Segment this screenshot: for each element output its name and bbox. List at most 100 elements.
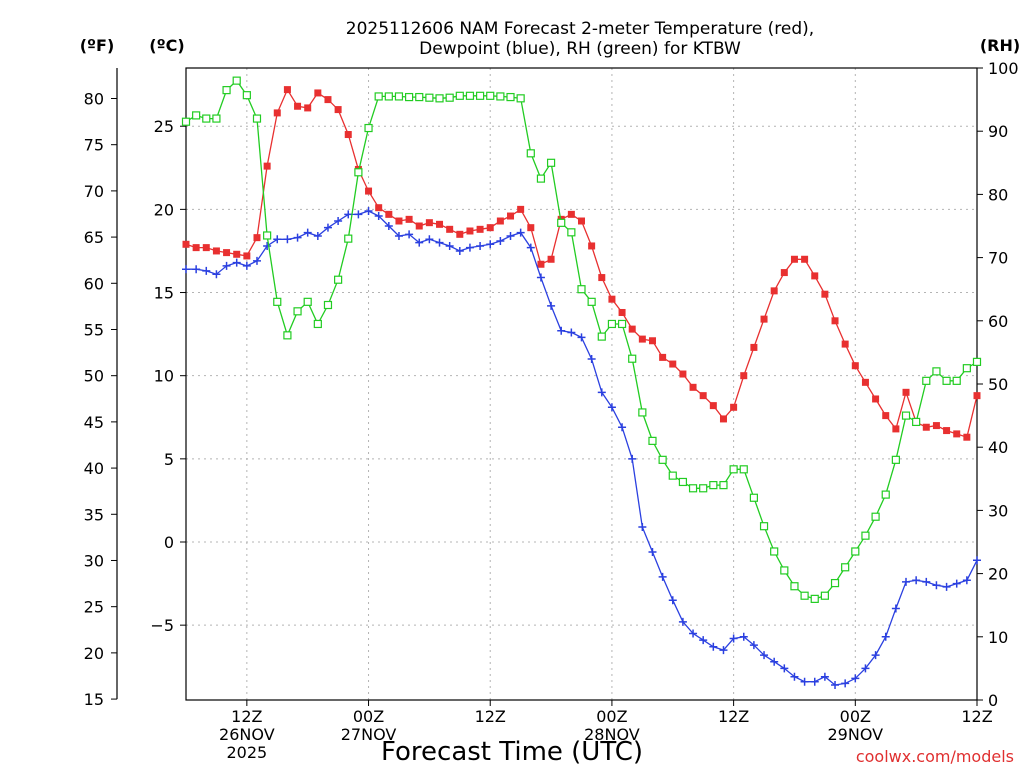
dewpoint-point <box>861 664 870 673</box>
rh-point <box>962 364 971 373</box>
rh-point <box>425 93 434 102</box>
rh-point <box>202 114 211 123</box>
rh-point <box>871 512 880 521</box>
temperature-point <box>699 392 707 400</box>
dewpoint-point <box>689 629 698 638</box>
rh-point <box>293 307 302 316</box>
temperature-point <box>669 360 677 368</box>
temperature-point <box>973 392 981 400</box>
temperature-point <box>730 403 738 411</box>
dewpoint-point <box>587 355 596 364</box>
dewpoint-point <box>668 596 677 605</box>
dewpoint-point <box>952 579 961 588</box>
temperature-point <box>405 215 413 223</box>
rh-unit-label: (RH) <box>980 36 1020 55</box>
dewpoint-point <box>851 674 860 683</box>
rh-tick-label: 30 <box>988 501 1008 520</box>
rh-tick-label: 20 <box>988 565 1008 584</box>
temperature-point <box>273 109 281 117</box>
rh-tick-label: 70 <box>988 249 1008 268</box>
credit-text: coolwx.com/models <box>856 747 1014 766</box>
series <box>181 76 982 690</box>
rh-point <box>364 123 373 133</box>
temperature-point <box>192 244 200 252</box>
temperature-point <box>476 225 484 233</box>
rh-point <box>830 578 840 588</box>
dewpoint-point <box>344 210 353 219</box>
plot-frame <box>185 67 978 701</box>
temperature-point <box>588 242 596 250</box>
dewpoint-point <box>628 454 637 463</box>
rh-point <box>729 465 738 474</box>
dewpoint-point <box>242 261 251 270</box>
dewpoint-point <box>760 651 769 660</box>
x-axis-label: Forecast Time (UTC) <box>381 737 643 767</box>
dewpoint-point <box>770 657 779 666</box>
rh-point <box>435 94 444 103</box>
rh-point <box>181 117 191 126</box>
rh-point <box>861 531 870 540</box>
dewpoint-point <box>222 261 231 270</box>
temperature-point <box>436 220 444 228</box>
fahrenheit-tick-label: 25 <box>84 598 104 617</box>
dewpoint-point <box>273 235 282 244</box>
temperature-point <box>253 234 261 242</box>
celsius-tick-label: 10 <box>154 367 174 386</box>
x-tick-label: 2025 <box>226 743 267 762</box>
dewpoint-point <box>902 577 911 586</box>
series-dewpoint <box>182 207 981 690</box>
rh-point <box>242 91 251 100</box>
rh-point <box>800 591 809 600</box>
celsius-tick-label: 15 <box>154 284 174 303</box>
temperature-point <box>831 317 839 325</box>
dewpoint-point <box>212 270 221 279</box>
dewpoint-point <box>354 210 363 219</box>
rh-point <box>719 481 728 490</box>
rh-point <box>678 477 688 487</box>
dewpoint-point <box>182 265 190 274</box>
dewpoint-point <box>435 238 444 247</box>
rh-point <box>192 111 201 120</box>
temperature-point <box>760 315 768 323</box>
temperature-point <box>466 227 474 235</box>
dewpoint-point <box>202 266 211 275</box>
rh-point <box>851 547 860 556</box>
temperature-point <box>496 217 504 225</box>
dewpoint-point <box>729 634 738 643</box>
fahrenheit-tick-label: 75 <box>84 136 104 155</box>
rh-point <box>526 149 535 158</box>
fahrenheit-tick-label: 50 <box>84 367 104 386</box>
temperature-point <box>953 430 961 438</box>
rh-point <box>222 86 231 95</box>
dewpoint-point <box>648 547 657 556</box>
temperature-point <box>507 212 515 220</box>
grid <box>186 68 978 700</box>
rh-point <box>688 484 698 493</box>
rh-point <box>445 93 454 102</box>
temperature-point <box>801 255 809 263</box>
dewpoint-point <box>973 556 981 565</box>
dewpoint-point <box>334 217 343 226</box>
dewpoint-point <box>394 231 403 240</box>
temperature-point <box>223 249 231 257</box>
dewpoint-point <box>415 238 424 247</box>
dewpoint-point <box>932 581 941 590</box>
rh-point <box>912 417 921 427</box>
rh-point <box>384 92 393 101</box>
temperature-point <box>598 274 606 282</box>
rh-tick-label: 100 <box>988 59 1019 78</box>
dewpoint-point <box>455 246 464 255</box>
x-tick-label: 29NOV <box>828 725 884 744</box>
temperature-point <box>679 370 687 378</box>
rh-point <box>557 218 566 227</box>
dewpoint-point <box>323 223 332 232</box>
temperature-point <box>618 308 626 316</box>
rh-point <box>252 114 262 123</box>
dewpoint-point <box>820 672 829 681</box>
temperature-point <box>821 290 829 298</box>
fahrenheit-tick-label: 80 <box>84 89 104 108</box>
dewpoint-point <box>800 677 809 686</box>
x-tick-label: 00Z <box>596 707 627 726</box>
temperature-point <box>314 89 322 97</box>
temperature-point <box>740 372 748 380</box>
